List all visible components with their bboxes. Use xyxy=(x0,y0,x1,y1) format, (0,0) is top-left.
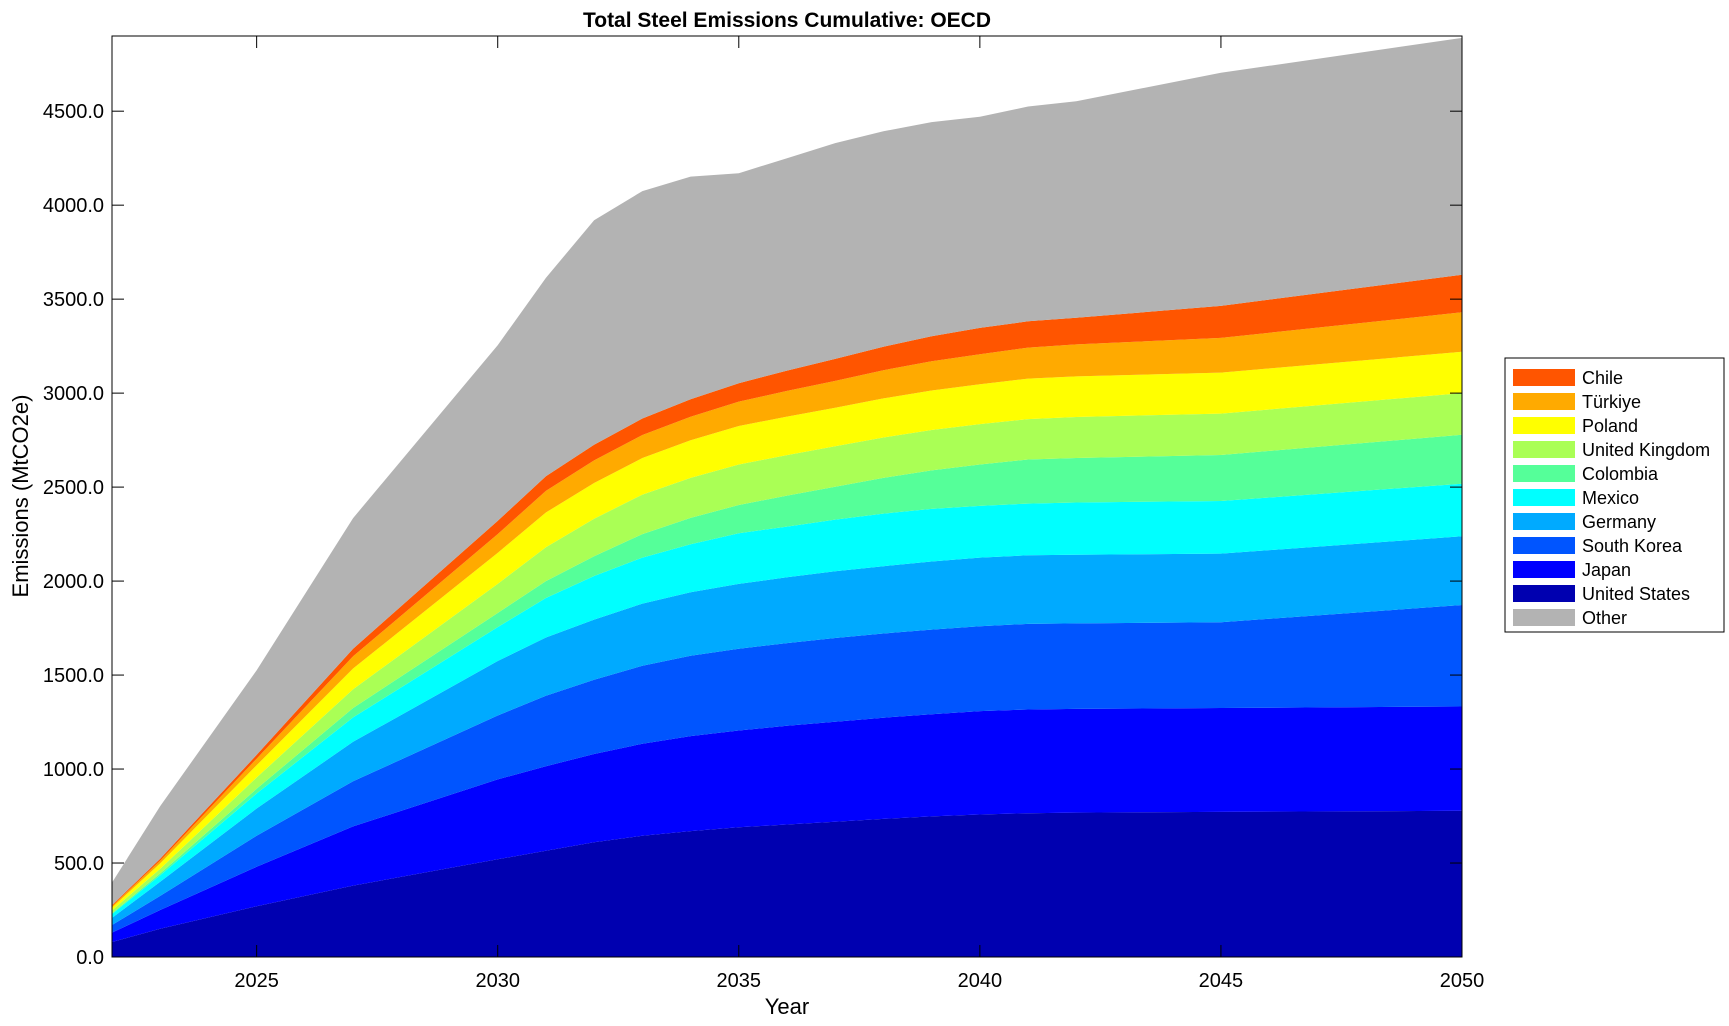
area-united-states xyxy=(112,810,1462,957)
legend-swatch-poland xyxy=(1513,417,1575,434)
legend-label-chile: Chile xyxy=(1582,368,1623,388)
legend-label-germany: Germany xyxy=(1582,512,1656,532)
chart-title: Total Steel Emissions Cumulative: OECD xyxy=(583,9,991,32)
area-other xyxy=(112,37,1462,906)
x-tick-label: 2025 xyxy=(234,970,279,992)
legend-label-colombia: Colombia xyxy=(1582,464,1659,484)
y-tick-label: 1500.0 xyxy=(43,665,104,687)
x-tick-label: 2030 xyxy=(475,970,520,992)
legend-swatch-chile xyxy=(1513,369,1575,386)
y-tick-label: 500.0 xyxy=(54,853,104,875)
y-tick-label: 1000.0 xyxy=(43,759,104,781)
x-tick-label: 2040 xyxy=(958,970,1003,992)
x-tick-label: 2045 xyxy=(1199,970,1244,992)
area-south-korea xyxy=(112,605,1462,933)
legend-label-united-kingdom: United Kingdom xyxy=(1582,440,1710,460)
area-colombia xyxy=(112,434,1462,915)
area-mexico xyxy=(112,483,1462,918)
legend-label-japan: Japan xyxy=(1582,560,1631,580)
legend: Chile Türkiye Poland United Kingdom Colombia… xyxy=(1504,357,1725,633)
legend-label-south-korea: South Korea xyxy=(1582,536,1683,556)
plot-frame xyxy=(111,35,1463,958)
legend-label-other: Other xyxy=(1582,608,1627,628)
legend-label-poland: Poland xyxy=(1582,416,1638,436)
y-tick-label: 4500.0 xyxy=(43,101,104,123)
y-tick-label: 2500.0 xyxy=(43,477,104,499)
legend-swatch-other xyxy=(1513,609,1575,626)
legend-swatch-colombia xyxy=(1513,465,1575,482)
legend-swatch-t-rkiye xyxy=(1513,393,1575,410)
legend-swatch-south-korea xyxy=(1513,537,1575,554)
y-tick-label: 4000.0 xyxy=(43,195,104,217)
legend-swatch-mexico xyxy=(1513,489,1575,506)
y-tick-label: 3500.0 xyxy=(43,289,104,311)
area-germany xyxy=(112,536,1462,925)
legend-swatch-germany xyxy=(1513,513,1575,530)
legend-swatch-japan xyxy=(1513,561,1575,578)
legend-swatch-united-states xyxy=(1513,585,1575,602)
y-tick-label: 2000.0 xyxy=(43,571,104,593)
legend-label-united-states: United States xyxy=(1582,584,1690,604)
legend-label-mexico: Mexico xyxy=(1582,488,1639,508)
area-united-kingdom xyxy=(112,393,1462,914)
x-tick-label: 2035 xyxy=(717,970,762,992)
area-japan xyxy=(112,706,1462,942)
y-tick-label: 0.0 xyxy=(76,947,104,969)
y-tick-label: 3000.0 xyxy=(43,383,104,405)
x-axis-title: Year xyxy=(765,994,809,1019)
areas-layer xyxy=(112,37,1462,957)
y-axis-title: Emissions (MtCO2e) xyxy=(8,395,33,598)
legend-swatch-united-kingdom xyxy=(1513,441,1575,458)
ticks-layer: 2025 2030 2035 2040 2045 2050 0.0 500.0 1000.0 15… xyxy=(43,36,1484,992)
legend-label-t-rkiye: Türkiye xyxy=(1582,392,1641,412)
x-tick-label: 2050 xyxy=(1440,970,1485,992)
